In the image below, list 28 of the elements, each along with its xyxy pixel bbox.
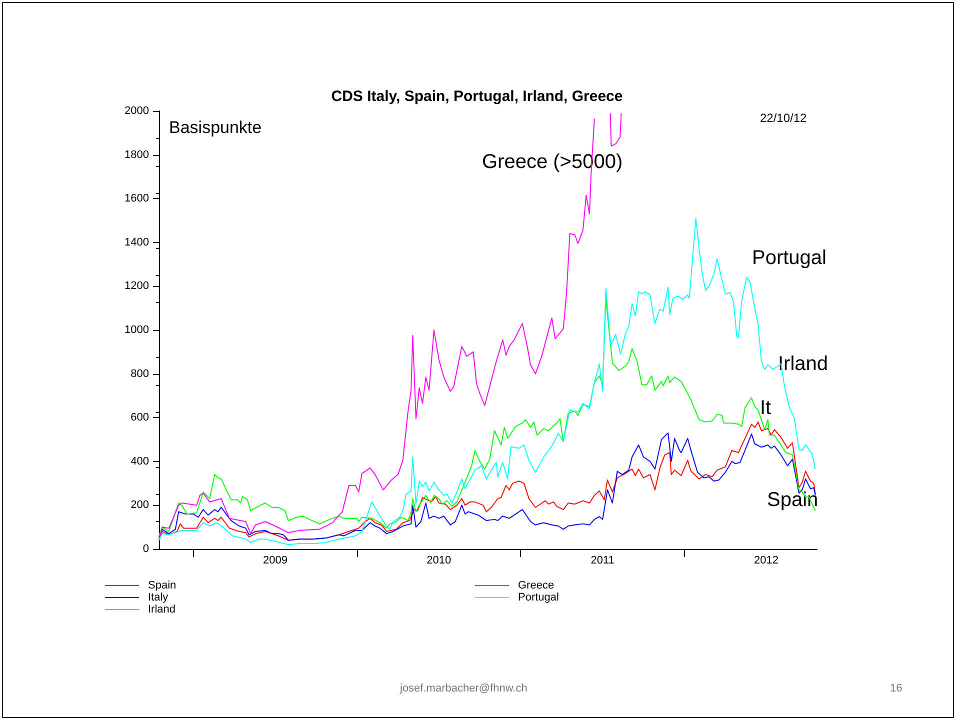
y-tick-label: 1000 [124,324,149,336]
y-tick-label: 2000 [124,105,149,117]
y-axis-title: Basispunkte [169,118,262,137]
legend-label: Greece [518,580,554,592]
annotation: It [760,397,772,419]
annotation: Irland [778,353,828,375]
y-tick-label: 400 [130,455,149,468]
annotation: Portugal [752,247,826,269]
y-tick-label: 200 [130,499,149,512]
y-tick-label: 1800 [124,148,149,161]
annotation: 22/10/12 [760,111,808,125]
y-tick-label: 800 [130,368,149,380]
y-tick-label: 1200 [124,280,149,292]
y-tick-label: 600 [130,412,149,424]
chart-title: CDS Italy, Spain, Portugal, Irland, Greece [331,88,623,105]
x-tick-label: 2009 [262,554,288,566]
y-tick-label: 1400 [124,236,149,248]
x-tick-label: 2010 [426,554,452,566]
text: josef.marbacher@fhnw.ch [399,682,528,694]
x-tick-label: 2012 [754,554,778,566]
text: 16 [890,682,902,694]
legend-label: Irland [148,604,176,616]
y-tick-label: 1600 [124,192,149,205]
legend-label: Spain [148,580,176,592]
legend-label: Portugal [518,592,559,604]
legend-label: Italy [148,592,169,604]
y-tick-label: 0 [142,543,149,555]
x-tick-label: 2011 [590,554,614,566]
